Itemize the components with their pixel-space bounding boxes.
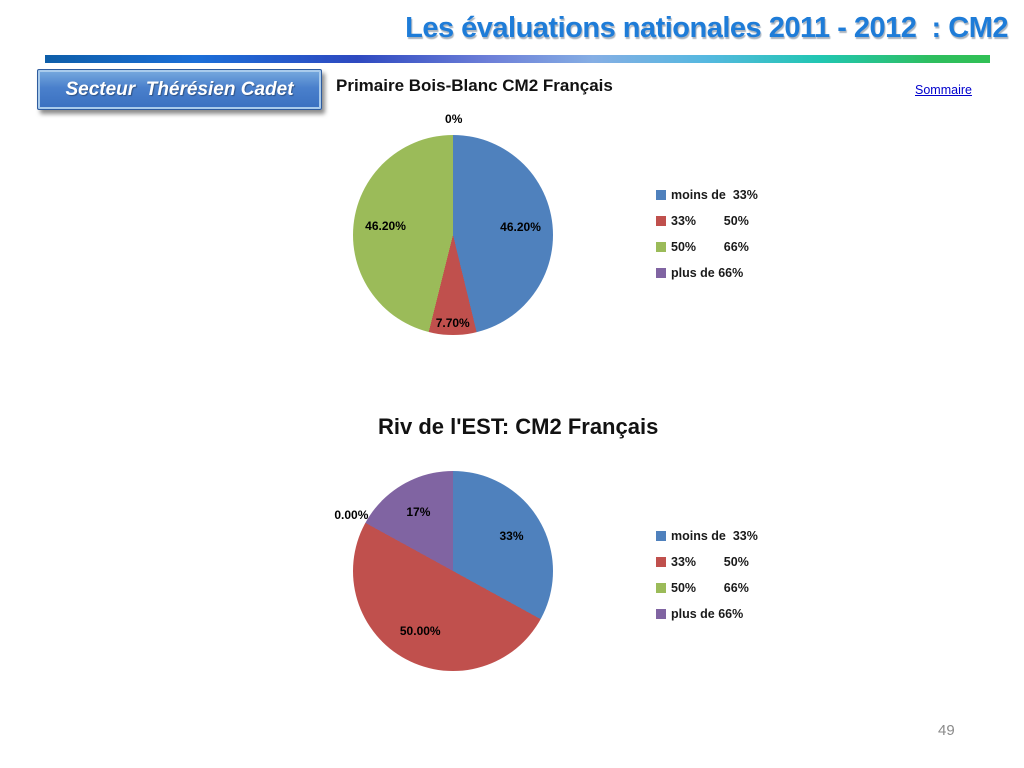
pie-slice-label: 46.20% (365, 219, 406, 234)
legend-item: moins de 33% (656, 188, 806, 202)
pie-chart: 46.20% 7.70% 46.20% 0% (353, 112, 553, 335)
legend-label: moins de 33% (671, 188, 758, 202)
pie-slice-label: 0.00% (334, 508, 369, 523)
legend-item: 33% 50% (656, 214, 806, 228)
pie-slice-label: 7.70% (435, 315, 470, 330)
legend-swatch-icon (656, 583, 666, 593)
sommaire-link[interactable]: Sommaire (915, 83, 972, 97)
chart-title: Riv de l'EST: CM2 Français (378, 414, 659, 439)
legend-label: 33% 50% (671, 555, 749, 569)
pie-slice-label: 46.20% (500, 219, 541, 234)
legend-item: plus de 66% (656, 266, 806, 280)
legend-item: 50% 66% (656, 581, 806, 595)
legend-label: 33% 50% (671, 214, 749, 228)
legend-label: moins de 33% (671, 529, 758, 543)
sector-button-label: Secteur Thérésien Cadet (65, 78, 294, 100)
pie-chart: 33% 50.00% 0.00% 17% (334, 471, 553, 671)
pie-graphic (353, 471, 553, 671)
legend-swatch-icon (656, 531, 666, 541)
pie-slice-label: 17% (406, 505, 431, 520)
pie-slice-label: 33% (499, 529, 524, 544)
legend-swatch-icon (656, 216, 666, 226)
legend-label: 50% 66% (671, 240, 749, 254)
legend-item: moins de 33% (656, 529, 806, 543)
legend-item: 50% 66% (656, 240, 806, 254)
chart-title: Primaire Bois-Blanc CM2 Français (336, 76, 613, 95)
legend-swatch-icon (656, 242, 666, 252)
gradient-divider (45, 55, 990, 63)
pie-slice-label: 50.00% (399, 623, 441, 638)
legend-swatch-icon (656, 557, 666, 567)
legend-swatch-icon (656, 609, 666, 619)
legend-item: plus de 66% (656, 607, 806, 621)
slide-title: Les évaluations nationales 2011 - 2012 :… (405, 12, 1008, 44)
legend-label: plus de 66% (671, 266, 744, 280)
legend-swatch-icon (656, 268, 666, 278)
legend-label: 50% 66% (671, 581, 749, 595)
legend-swatch-icon (656, 190, 666, 200)
chart-legend: moins de 33% 33% 50% 50% 66% plus de 66% (656, 529, 806, 633)
pie-graphic (353, 135, 553, 335)
legend-item: 33% 50% (656, 555, 806, 569)
sector-button[interactable]: Secteur Thérésien Cadet (37, 69, 322, 110)
legend-label: plus de 66% (671, 607, 744, 621)
chart-legend: moins de 33% 33% 50% 50% 66% plus de 66% (656, 188, 806, 292)
pie-slice-label: 0% (445, 112, 463, 127)
page-number: 49 (938, 722, 955, 739)
